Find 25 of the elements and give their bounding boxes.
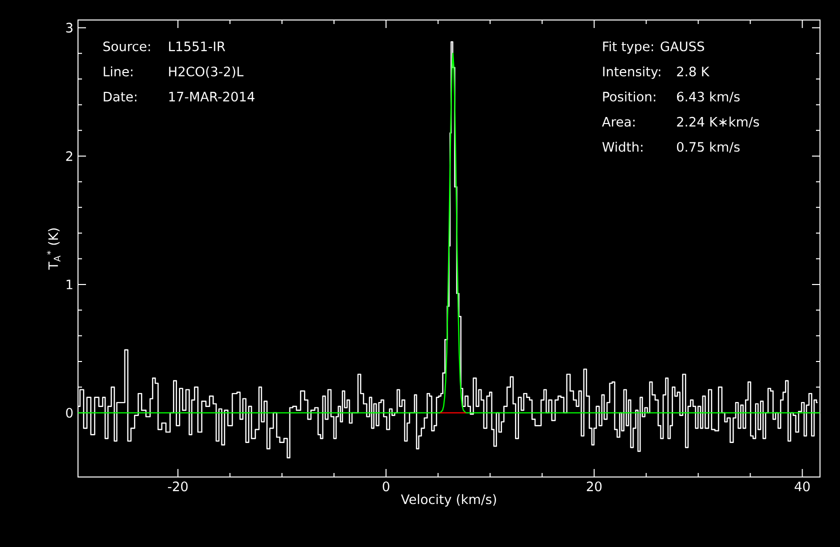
x-tick-label: 20 (586, 482, 602, 492)
annotation: 2.8 K (677, 66, 710, 76)
annotation: Position: (603, 91, 656, 102)
annotation: H2CO(3-2)L (169, 66, 244, 78)
y-tick-label: 1 (66, 280, 72, 290)
y-tick-label: 0 (66, 408, 73, 418)
x-axis-title: Velocity (km/s) (400, 494, 496, 507)
annotation: Width: (602, 142, 642, 152)
x-tick-label: 0 (382, 482, 390, 492)
y-tick-label: 3 (66, 22, 72, 33)
y-tick-label: 2 (66, 151, 72, 161)
annotation: L1551-IR (169, 42, 226, 52)
annotation: Source: (103, 41, 150, 52)
x-tick-label: -20 (168, 482, 188, 492)
y-axis-title: T$_{A}$$^{*}$ (K) (46, 228, 60, 270)
annotation: Fit type: GAUSS (603, 41, 704, 54)
annotation: Area: (602, 117, 635, 127)
annotation: 0.75 km/s (676, 142, 740, 153)
annotation: 17-MAR-2014 (169, 92, 254, 102)
annotation: 6.43 km/s (677, 91, 740, 103)
annotation: 2.24 K∗km/s (677, 116, 759, 128)
annotation: Date: (104, 92, 136, 102)
annotation: Intensity: (603, 66, 660, 79)
annotation: Line: (104, 66, 132, 76)
x-tick-label: 40 (794, 482, 810, 492)
